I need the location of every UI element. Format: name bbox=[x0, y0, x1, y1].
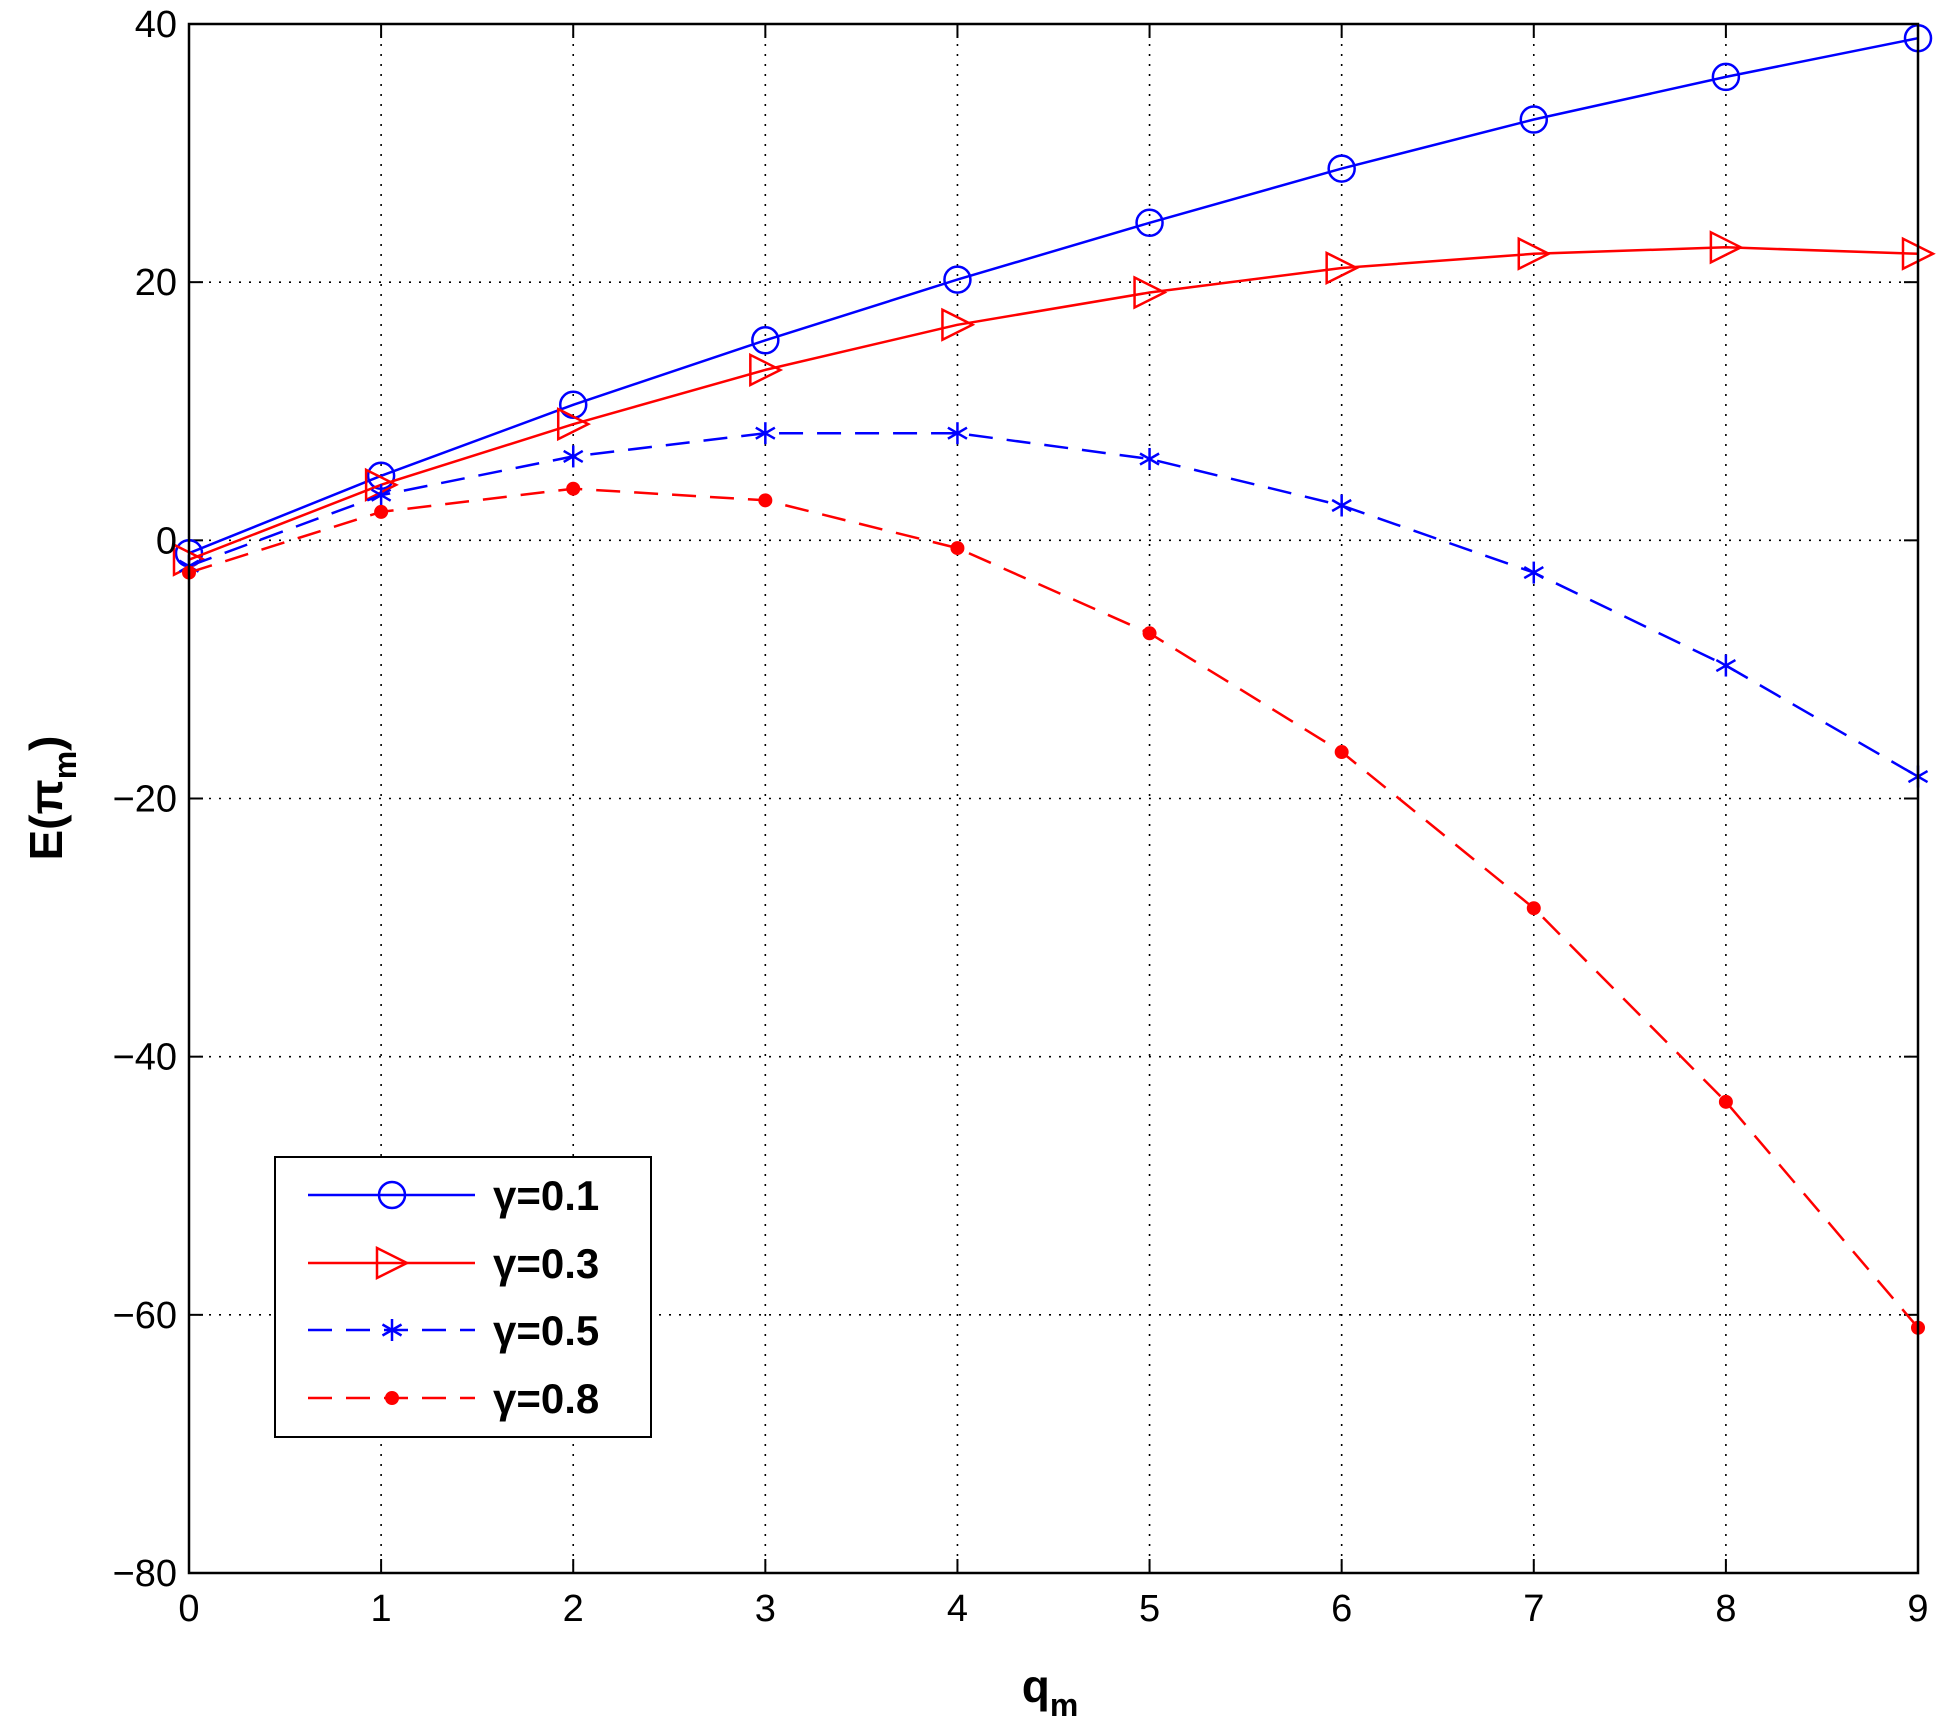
x-axis-label-main: q bbox=[1022, 1660, 1050, 1712]
legend-label: γ=0.8 bbox=[493, 1375, 599, 1422]
x-tick-label: 8 bbox=[1715, 1588, 1736, 1630]
x-tick-label: 9 bbox=[1907, 1588, 1928, 1630]
data-point bbox=[370, 484, 392, 507]
data-point bbox=[556, 407, 592, 442]
marker-stroke bbox=[1139, 452, 1160, 466]
data-point bbox=[1519, 105, 1549, 134]
data-point bbox=[1135, 208, 1164, 238]
legend-marker bbox=[385, 1391, 399, 1405]
data-point bbox=[1139, 448, 1160, 471]
y-tick-label: −20 bbox=[113, 779, 177, 821]
data-point bbox=[1517, 236, 1552, 271]
data-point bbox=[749, 352, 784, 387]
data-point bbox=[1331, 494, 1352, 517]
marker-stroke bbox=[370, 488, 392, 502]
legend-entry-1: γ=0.1 bbox=[308, 1172, 599, 1219]
marker-stroke bbox=[1523, 566, 1544, 580]
axis-ticks bbox=[188, 23, 1919, 1574]
data-point bbox=[1715, 654, 1737, 677]
x-tick-label: 1 bbox=[371, 1588, 392, 1630]
legend-label: γ=0.3 bbox=[493, 1240, 599, 1287]
data-point bbox=[758, 493, 773, 508]
data-point bbox=[1142, 626, 1157, 641]
data-point bbox=[1327, 154, 1356, 183]
series-2 bbox=[172, 230, 1936, 577]
y-tick-label: 40 bbox=[135, 4, 177, 46]
legend-label: γ=0.1 bbox=[493, 1172, 599, 1219]
legend-entry-2: γ=0.3 bbox=[308, 1240, 599, 1287]
y-tick-label: −60 bbox=[113, 1295, 177, 1337]
y-tick-labels: −80 −60 −40 −20 0 20 40 bbox=[113, 4, 177, 1595]
x-tick-label: 2 bbox=[563, 1588, 584, 1630]
x-tick-label: 5 bbox=[1139, 1588, 1160, 1630]
data-point bbox=[1133, 275, 1168, 310]
data-point bbox=[1711, 62, 1741, 92]
marker-stroke bbox=[1715, 658, 1737, 673]
series-4 bbox=[182, 481, 1925, 1335]
series-line bbox=[188, 36, 1919, 555]
data-point bbox=[1526, 901, 1541, 916]
x-axis-label-sub: m bbox=[1050, 1687, 1078, 1723]
data-point bbox=[751, 326, 780, 355]
legend-marker bbox=[377, 1180, 407, 1210]
x-tick-label: 3 bbox=[755, 1588, 776, 1630]
y-tick-label: −40 bbox=[113, 1037, 177, 1079]
x-tick-label: 6 bbox=[1331, 1588, 1352, 1630]
x-tick-label: 7 bbox=[1523, 1588, 1544, 1630]
y-tick-label: −80 bbox=[113, 1553, 177, 1595]
series-line bbox=[188, 431, 1919, 778]
y-tick-label: 0 bbox=[156, 520, 177, 562]
data-point bbox=[941, 307, 976, 342]
data-point bbox=[563, 445, 584, 468]
data-point bbox=[1325, 250, 1360, 285]
legend: γ=0.1 γ=0.3 γ=0.5 γ=0.8 bbox=[274, 1156, 652, 1438]
y-axis-label-suffix: ) bbox=[20, 736, 72, 751]
legend-entry-4: γ=0.8 bbox=[308, 1375, 599, 1422]
series-line bbox=[188, 246, 1919, 561]
data-point bbox=[947, 422, 968, 445]
plot-frame bbox=[187, 22, 1920, 1575]
data-point bbox=[566, 481, 581, 496]
marker-stroke bbox=[947, 426, 968, 440]
data-point bbox=[1334, 745, 1349, 760]
marker-stroke bbox=[563, 449, 584, 464]
x-axis-label: qm bbox=[1022, 1660, 1079, 1723]
series-line bbox=[188, 487, 1919, 1329]
data-point bbox=[943, 265, 972, 294]
series-layer bbox=[172, 23, 1936, 1335]
data-point bbox=[1523, 561, 1544, 584]
data-point bbox=[1718, 1094, 1733, 1109]
x-tick-label: 4 bbox=[947, 1588, 968, 1630]
y-tick-label: 20 bbox=[135, 262, 177, 304]
legend-marker bbox=[381, 1319, 403, 1341]
marker-stroke bbox=[1331, 498, 1352, 513]
y-axis-label-prefix: E(π bbox=[20, 779, 72, 860]
data-point bbox=[1709, 230, 1744, 265]
x-tick-label: 0 bbox=[178, 1588, 199, 1630]
data-point bbox=[950, 541, 965, 556]
data-point bbox=[374, 504, 389, 519]
legend-label: γ=0.5 bbox=[493, 1307, 599, 1354]
legend-entry-3: γ=0.5 bbox=[308, 1307, 599, 1354]
x-tick-labels: 0 1 2 3 4 5 6 7 8 9 bbox=[178, 1588, 1928, 1630]
y-axis-label: E(πm) bbox=[20, 736, 83, 861]
data-point bbox=[755, 422, 776, 445]
legend-marker bbox=[375, 1245, 410, 1281]
marker-stroke bbox=[381, 1323, 403, 1337]
marker-stroke bbox=[755, 426, 776, 440]
y-axis-label-sub: m bbox=[47, 751, 83, 779]
legend-box bbox=[274, 1156, 652, 1438]
